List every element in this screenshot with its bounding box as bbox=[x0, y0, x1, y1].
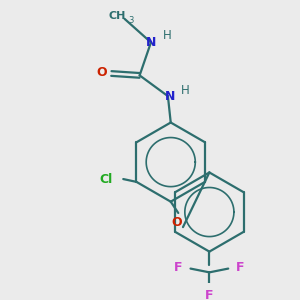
Text: H: H bbox=[163, 29, 171, 42]
Text: 3: 3 bbox=[128, 16, 134, 25]
Text: F: F bbox=[205, 290, 214, 300]
Text: N: N bbox=[165, 90, 175, 103]
Text: Cl: Cl bbox=[100, 172, 113, 186]
Text: F: F bbox=[236, 261, 245, 274]
Text: N: N bbox=[146, 36, 156, 49]
Text: CH: CH bbox=[108, 11, 126, 21]
Text: F: F bbox=[174, 261, 182, 274]
Text: H: H bbox=[181, 84, 189, 97]
Text: O: O bbox=[171, 216, 182, 229]
Text: O: O bbox=[97, 66, 107, 79]
